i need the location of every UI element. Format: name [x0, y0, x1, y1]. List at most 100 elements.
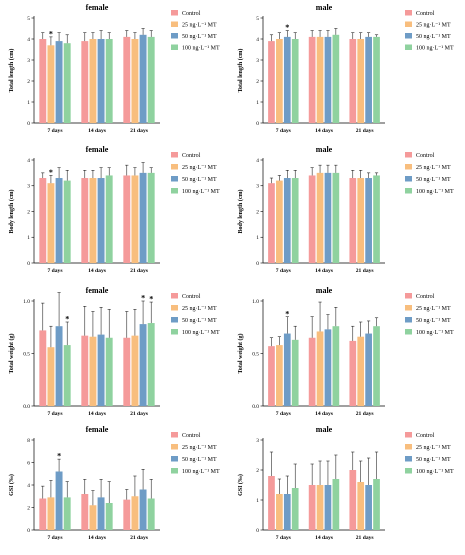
chart-panel-7: female GSI (‰) 0 2 4 6 8 * 7 days 14 days 21 days C… [8, 425, 220, 541]
chart-title: female [86, 3, 109, 12]
legend-label: 100 ng·L⁻¹ MT [182, 330, 220, 336]
bar [139, 172, 147, 263]
bar [89, 505, 97, 530]
bar [39, 39, 47, 123]
bar [268, 476, 275, 530]
chart-title: male [316, 145, 333, 154]
y-tick-label: 1 [256, 100, 259, 106]
y-axis-label: Total length (cm) [8, 49, 15, 93]
legend-swatch [405, 329, 412, 335]
y-tick-label: 2 [256, 79, 259, 85]
bar [276, 180, 283, 263]
bar [147, 172, 155, 263]
bar [316, 172, 324, 263]
x-tick-label: 14 days [315, 128, 334, 134]
bar [139, 489, 147, 530]
bar [81, 178, 89, 263]
x-tick-label: 14 days [315, 411, 334, 417]
bar [47, 183, 55, 263]
bar [373, 326, 380, 406]
x-tick-label: 14 days [315, 268, 334, 274]
y-tick-label: 2 [27, 505, 30, 511]
legend-label: Control [416, 11, 435, 17]
legend-label: 50 ng·L⁻¹ MT [416, 318, 451, 324]
legend-label: 50 ng·L⁻¹ MT [182, 318, 217, 324]
bar [308, 337, 316, 406]
y-tick-label: 3 [256, 438, 259, 444]
bar [81, 41, 89, 123]
bar [97, 178, 105, 263]
legend-swatch [171, 33, 178, 39]
y-tick-label: 1 [27, 235, 30, 241]
legend-label: 50 ng·L⁻¹ MT [182, 457, 217, 463]
bar [63, 345, 71, 406]
y-tick-label: 1 [27, 100, 30, 106]
bar [105, 337, 113, 406]
legend-label: Control [416, 294, 435, 300]
legend: Control 25 ng·L⁻¹ MT 50 ng·L⁻¹ MT 100 ng·L⁻… [405, 432, 454, 475]
bar [105, 175, 113, 263]
chart-panel-4: male Body length (cm) 0 1 2 3 4 7 days 14 days 21… [237, 145, 454, 274]
bar [324, 329, 332, 406]
bar [283, 178, 291, 263]
y-tick-label: 0.0 [252, 404, 259, 410]
y-tick-label: 2 [27, 79, 30, 85]
y-axis-label: Body length (cm) [237, 190, 244, 234]
bar [365, 485, 372, 530]
legend: Control 25 ng·L⁻¹ MT 50 ng·L⁻¹ MT 100 ng·L⁻… [405, 293, 454, 336]
chart-title: male [316, 286, 333, 295]
x-tick-label: 7 days [276, 128, 292, 134]
bar [357, 482, 365, 530]
y-tick-label: 6 [27, 460, 30, 466]
bar [324, 485, 332, 530]
x-tick-label: 21 days [130, 128, 149, 134]
y-tick-label: 4 [27, 37, 30, 43]
bar [308, 485, 316, 530]
x-tick-label: 7 days [47, 411, 63, 417]
legend-swatch [405, 432, 412, 438]
x-tick-label: 21 days [130, 268, 149, 274]
chart-panel-3: female Body length (cm) 0 1 2 3 4 * 7 days 14 day… [8, 145, 220, 274]
bar [39, 330, 47, 406]
chart-panel-2: male Total length (cm) 0 1 2 3 4 5 * 7 days 14 day… [237, 3, 454, 134]
legend-label: 100 ng·L⁻¹ MT [182, 469, 220, 475]
legend-swatch [405, 317, 412, 323]
bar [97, 497, 105, 530]
y-tick-label: 1 [256, 498, 259, 504]
bar [55, 471, 63, 530]
x-tick-label: 14 days [88, 411, 107, 417]
legend-swatch [405, 152, 412, 158]
bar [268, 346, 275, 406]
legend-swatch [171, 317, 178, 323]
y-tick-label: 0 [27, 121, 30, 127]
bar [373, 36, 380, 123]
legend: Control 25 ng·L⁻¹ MT 50 ng·L⁻¹ MT 100 ng·L⁻… [171, 152, 220, 195]
bar [373, 175, 380, 263]
bar [139, 34, 147, 123]
chart-panel-6: male Total weight (g) 0.0 0.5 1.0 * 7 days 14 d… [237, 286, 454, 417]
bar [123, 499, 131, 530]
chart-panel-5: female Total weight (g) 0.0 0.5 1.0 * 7 days 14… [8, 286, 220, 417]
bar [349, 178, 357, 263]
bar [324, 172, 332, 263]
bar [39, 498, 47, 530]
bar [291, 178, 299, 263]
y-tick-label: 3 [256, 58, 259, 64]
legend-swatch [171, 329, 178, 335]
legend-label: 100 ng·L⁻¹ MT [416, 330, 454, 336]
legend: Control 25 ng·L⁻¹ MT 50 ng·L⁻¹ MT 100 ng·L⁻… [405, 152, 454, 195]
significance-marker: * [285, 309, 289, 318]
legend-swatch [171, 44, 178, 50]
y-tick-label: 5 [27, 16, 30, 22]
y-tick-label: 5 [256, 16, 259, 22]
bar [365, 178, 372, 263]
x-tick-label: 14 days [315, 535, 334, 541]
x-tick-label: 21 days [356, 268, 375, 274]
y-tick-label: 4 [27, 158, 30, 164]
chart-title: female [86, 286, 109, 295]
bar [276, 39, 283, 123]
x-tick-label: 14 days [88, 268, 107, 274]
bar [81, 335, 89, 406]
x-tick-label: 7 days [276, 535, 292, 541]
bar [276, 494, 283, 530]
